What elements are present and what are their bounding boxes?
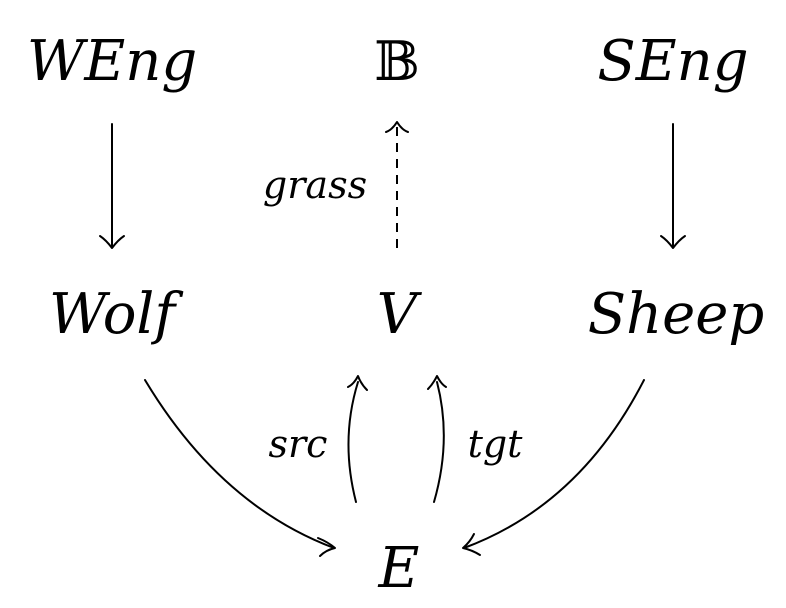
label-grass: grass [263, 163, 367, 207]
arrow-wolf-to-e [144, 379, 336, 557]
node-v: V [377, 282, 423, 347]
arrow-weng-to-wolf [99, 123, 125, 249]
node-boolean: 𝔹 [374, 30, 420, 93]
label-tgt: tgt [468, 422, 524, 466]
node-weng: WEng [27, 29, 197, 94]
label-src: src [269, 422, 328, 466]
arrow-grass [385, 121, 409, 248]
node-e: E [378, 536, 420, 601]
node-sheep: Sheep [588, 282, 765, 347]
arrow-src [347, 375, 368, 503]
arrow-tgt [427, 375, 447, 503]
arrow-seng-to-sheep [660, 123, 686, 249]
node-wolf: Wolf [49, 282, 184, 347]
arrow-sheep-to-e [462, 379, 645, 556]
node-seng: SEng [597, 29, 748, 94]
